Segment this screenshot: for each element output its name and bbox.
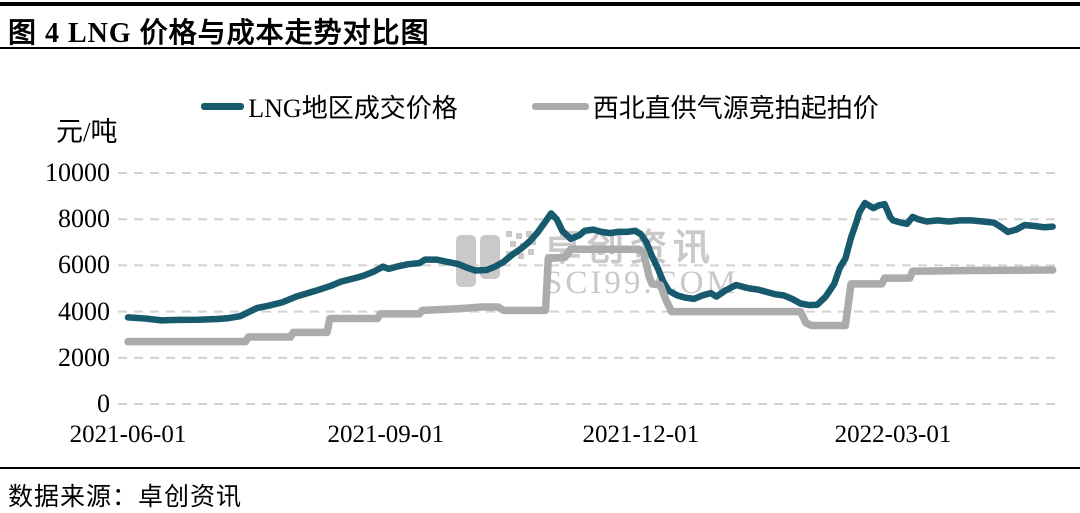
legend-item-northwest: 西北直供气源竞拍起拍价 [531, 88, 879, 125]
header-divider [0, 47, 1080, 49]
series-line-0 [124, 199, 1056, 324]
legend-item-lng: LNG地区成交价格 [201, 88, 458, 125]
y-tick-label-0: 0 [97, 389, 110, 418]
page-title: 图 4 LNG 价格与成本走势对比图 [8, 18, 430, 49]
header-top-bar [0, 2, 1080, 6]
series-line-1 [124, 245, 1057, 346]
chart-legend: LNG地区成交价格 西北直供气源竞拍起拍价 [0, 88, 1080, 125]
y-axis-unit-label: 元/吨 [56, 117, 118, 147]
x-tick-label-2022-03-01: 2022-03-01 [834, 421, 952, 448]
y-tick-label-6000: 6000 [58, 250, 110, 280]
data-source-text: 数据来源：卓创资讯 [8, 484, 243, 511]
y-tick-label-2000: 2000 [58, 342, 110, 372]
x-tick-label-2021-06-01: 2021-06-01 [69, 421, 187, 448]
y-tick-label-8000: 8000 [58, 204, 110, 234]
x-tick-label-2021-12-01: 2021-12-01 [582, 421, 700, 448]
y-tick-label-10000: 10000 [45, 158, 110, 187]
legend-label-northwest: 西北直供气源竞拍起拍价 [592, 94, 879, 123]
legend-label-lng: LNG地区成交价格 [248, 94, 458, 123]
legend-swatch-lng [201, 103, 245, 110]
legend-swatch-northwest [531, 103, 589, 110]
x-tick-label-2021-09-01: 2021-09-01 [327, 421, 445, 448]
footer-divider [0, 467, 1080, 469]
y-tick-label-4000: 4000 [58, 296, 110, 326]
